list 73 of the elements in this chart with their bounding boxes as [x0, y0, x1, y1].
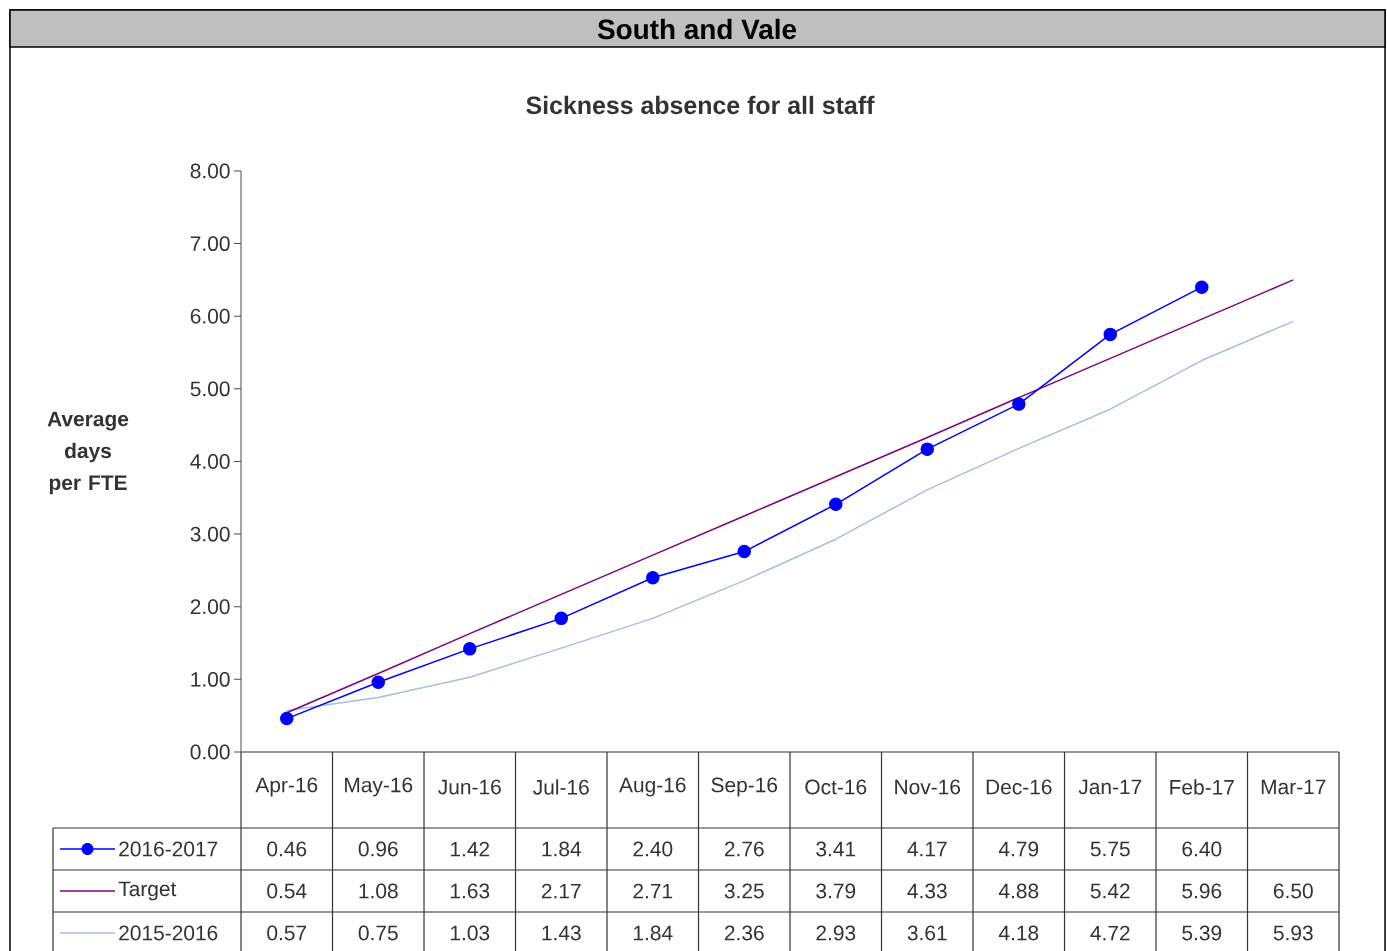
y-tick-label: 0.00: [190, 744, 230, 760]
data-label: 1.63: [450, 883, 490, 899]
data-label: 4.79: [998, 841, 1039, 857]
data-label: 3.79: [816, 883, 856, 899]
point: [280, 711, 294, 726]
point: [829, 497, 843, 512]
point: [463, 642, 477, 656]
data-label: 4.17: [907, 841, 947, 857]
y-tick-label: 6.00: [190, 308, 230, 324]
y-tick-label: 8.00: [190, 163, 230, 179]
point: [554, 611, 569, 626]
data-label: 1.84: [542, 841, 581, 857]
data-label: 5.93: [1273, 925, 1313, 941]
data-label: 4.33: [907, 883, 947, 899]
data-label: 0.75: [358, 925, 398, 941]
data-label: 1.84: [633, 925, 673, 941]
y-tick-label: 4.00: [190, 454, 230, 469]
y-tick-label: 5.00: [190, 381, 230, 397]
point: [646, 570, 660, 585]
point: [1195, 280, 1209, 294]
data-label: 5.75: [1090, 841, 1130, 857]
point: [1103, 327, 1118, 342]
data-label: 5.39: [1182, 925, 1222, 941]
x-tick-label: Dec-16: [986, 779, 1052, 795]
point: [737, 544, 752, 559]
data-label: 0.96: [358, 841, 398, 857]
x-tick-label: May-16: [345, 777, 413, 797]
data-label: 1.08: [359, 883, 398, 899]
data-label: 0.54: [267, 883, 307, 899]
x-tick-label: Aug-16: [619, 777, 686, 797]
x-tick-label: Jun-16: [438, 779, 501, 795]
data-label: 5.96: [1182, 883, 1222, 899]
data-label: 3.41: [816, 841, 856, 857]
data-label: 1.03: [450, 925, 490, 941]
x-tick-label: Oct-16: [805, 779, 867, 795]
data-label: 6.50: [1273, 883, 1313, 899]
data-label: 1.43: [542, 925, 581, 941]
legend-label: 2015-2016: [119, 925, 218, 941]
point: [920, 442, 935, 456]
y-tick-label: 7.00: [190, 236, 230, 252]
data-label: 3.61: [907, 925, 947, 941]
data-label: 3.25: [724, 883, 764, 899]
data-label: 2.93: [816, 925, 856, 941]
data-label: 2.76: [724, 841, 764, 857]
x-tick-label: Mar-17: [1261, 779, 1326, 795]
data-label: 5.42: [1090, 883, 1130, 899]
y-tick-label: 2.00: [190, 599, 230, 615]
x-tick-label: Jan-17: [1078, 779, 1142, 795]
x-tick-label: Jul-16: [533, 779, 589, 795]
data-label: 0.46: [267, 841, 307, 857]
x-tick-label: Feb-17: [1170, 779, 1234, 795]
data-label: 2.40: [633, 841, 673, 857]
data-label: 2.17: [541, 883, 581, 899]
data-label: 2.71: [633, 883, 673, 899]
y-tick-label: 3.00: [190, 526, 230, 542]
data-label: 1.42: [450, 841, 490, 857]
data-label: 6.40: [1182, 841, 1222, 857]
legend-label: Target: [118, 881, 177, 901]
data-label: 4.72: [1090, 925, 1130, 941]
data-label: 4.88: [998, 883, 1039, 899]
data-label: 4.18: [998, 925, 1039, 941]
data-label: 2.36: [724, 925, 764, 941]
y-tick-label: 1.00: [191, 671, 230, 687]
point: [1012, 397, 1026, 411]
x-tick-label: Apr-16: [255, 777, 318, 797]
y-axis-title: Average days per FTE: [47, 411, 129, 495]
x-tick-label: Sep-16: [711, 777, 778, 797]
legend-label: 2016-2017: [119, 841, 218, 857]
x-tick-label: Nov-16: [895, 779, 961, 795]
chart-subtitle: Sickness absence for all staff: [526, 95, 875, 115]
data-label: 0.57: [267, 925, 307, 941]
chart-title: South and Vale: [597, 18, 797, 40]
point: [371, 675, 386, 690]
